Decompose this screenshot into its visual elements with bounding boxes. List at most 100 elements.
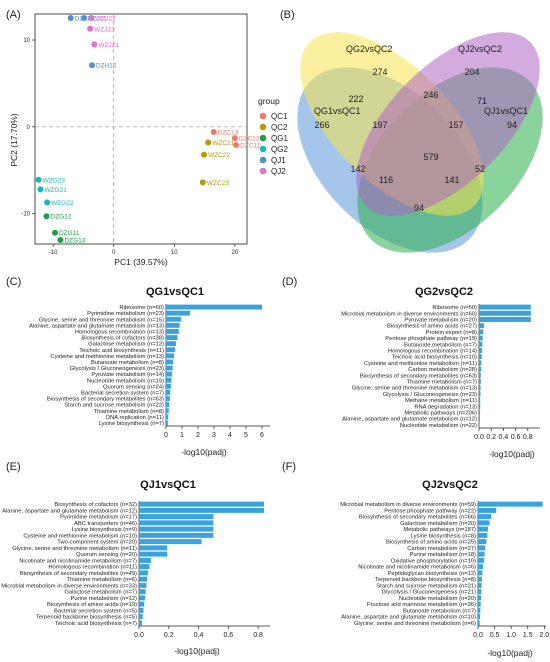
pca-x-tick-label: 10 [171,250,178,256]
bar [139,570,148,576]
venn-region-value: 94 [507,120,517,130]
pca-point [35,176,42,183]
venn-set-label-qj1vsqc1: QJ1vsQC1 [484,106,528,116]
bar-category-label: Glycine, serine and threonine metabolism… [12,546,137,552]
bar [166,402,170,408]
bar-category-label: Purine metabolism (n=12) [70,596,137,602]
pca-y-tick-label: 10 [23,38,30,44]
bar-category-label: Thiamine metabolism (n=6) [67,577,137,583]
bar [166,304,262,310]
pca-point-label: WZC21 [212,140,234,147]
bar-chart-f: Microbial metabolism in diverse environm… [340,501,549,639]
pca-point-label: DZG13 [64,238,85,245]
venn-region-value: 94 [414,203,424,213]
bar [478,576,482,582]
bar-category-label: Teichoic acid biosynthesis (n=7) [55,621,137,627]
bar-category-label: Lysine biosynthesis (n=9) [72,527,137,533]
bar-category-label: Carbon metabolism (n=28) [408,367,477,373]
bar-category-label: Thiamine metabolism (n=8) [94,409,164,415]
bar [166,365,173,371]
bar-x-tick-label: 0.4 [194,632,204,639]
venn-region-value: 274 [372,67,387,77]
pca-point-label: DZC13 [218,130,239,137]
bar [478,614,480,620]
bar [478,557,484,563]
bar-category-label: Pentose phosphate pathway (n=22) [384,508,476,514]
bar [479,366,482,372]
bar-category-label: Bacterial secretion system (n=5) [54,608,137,614]
bar-category-label: Starch and sucrose metabolism (n=21) [376,583,476,589]
bar [479,397,481,403]
panel-label-e: (E) [6,461,21,473]
bar-chart-d-x-axis-label: -log10(padj) [489,449,535,459]
bar-category-label: Pyrimidine metabolism (n=23) [87,311,164,317]
pca-point-label: WZC23 [207,180,229,187]
bar [166,341,176,347]
bar-category-label: Cysteine and methionine metabolism (n=10… [23,533,137,539]
pca-point [233,142,240,149]
bar-x-tick-label: 0.8 [523,434,533,441]
venn-region-value: 197 [372,120,387,130]
bar [478,551,485,557]
bar-category-label: Protein export (n=8) [426,330,477,336]
bar [139,526,214,532]
pca-point-label: WZG23 [43,177,66,184]
pca-y-tick-label: -10 [21,212,30,218]
bar [478,526,488,532]
bar-category-label: Ribosome (n=60) [119,305,164,311]
bar-category-label: Ribosome (n=50) [432,305,477,311]
bar [139,514,214,520]
bar-category-label: Quorum sensing (n=20) [76,552,137,558]
venn-region-value: 71 [477,96,487,106]
bar-category-label: Glycine, serine and threonine metabolism… [354,621,476,627]
bar-x-tick-label: 5 [244,432,248,439]
bar [139,545,168,551]
bar-category-label: Alanine, aspartate and glutamate metabol… [341,615,476,621]
bar-category-label: ABC transporters (n=46) [74,521,137,527]
pca-point [205,139,212,146]
bar-category-label: Microbial metabolism in diverse environm… [341,311,477,317]
bar-category-label: Glycolysis / Gluconeogenesis (n=21) [382,590,476,596]
bar-chart-c-x-axis-label: -log10(padj) [181,447,227,457]
bar-x-tick-label: 2 [196,432,200,439]
pca-legend-swatch [259,156,267,164]
bar [479,304,531,310]
bar-category-label: Pyruvate metabolism (n=20) [404,318,477,324]
pca-point [67,15,74,21]
bar [479,372,481,378]
bar-x-tick-label: 1 [180,432,184,439]
bar-category-label: Pyruvate metabolism (n=14) [91,372,164,378]
pca-point [87,25,94,32]
venn-set-label-qg1vsqc1: QG1vsQC1 [314,106,361,116]
bar [166,414,169,420]
bar [166,335,178,340]
bar-category-label: Glycolysis / Gluconeogenesis (n=23) [383,392,477,398]
bar-category-label: Nicotinate and nicotinamide metabolism (… [358,565,476,571]
bar-category-label: Nucleotide metabolism (n=20) [399,596,476,602]
pca-point [199,179,206,186]
bar [139,582,147,588]
bar [478,595,481,601]
venn-diagram: QG1vsQC1 QG2vsQC2 QJ2vsQC2 QJ1vsQC1 266 … [297,32,543,253]
bar-chart-d-title: QG2vsQC2 [415,286,473,298]
pca-point [210,129,217,136]
bar-category-label: Galactose metabolism (n=7) [64,590,137,596]
bar-category-label: Biosynthesis of secondary metabolites (n… [47,397,164,403]
bar [479,348,483,353]
bar-category-label: Alanine, aspartate and glutamate metabol… [2,508,137,514]
bar-chart-e-x-axis-label: -log10(padj) [174,646,220,656]
pca-x-tick-label: 20 [232,250,239,256]
bar [166,316,182,322]
bar [478,589,482,595]
venn-region-value: 266 [314,120,329,130]
bar [166,359,174,365]
bar [479,317,531,322]
bar-x-tick-label: 3 [212,432,216,439]
bar [478,570,483,576]
bar-category-label: Purine metabolism (n=18) [409,552,476,558]
bar [166,329,179,334]
panel-label-d: (D) [282,276,297,288]
bar-x-tick-label: 0.5 [490,632,500,639]
bar [139,595,145,601]
bar [166,353,174,359]
